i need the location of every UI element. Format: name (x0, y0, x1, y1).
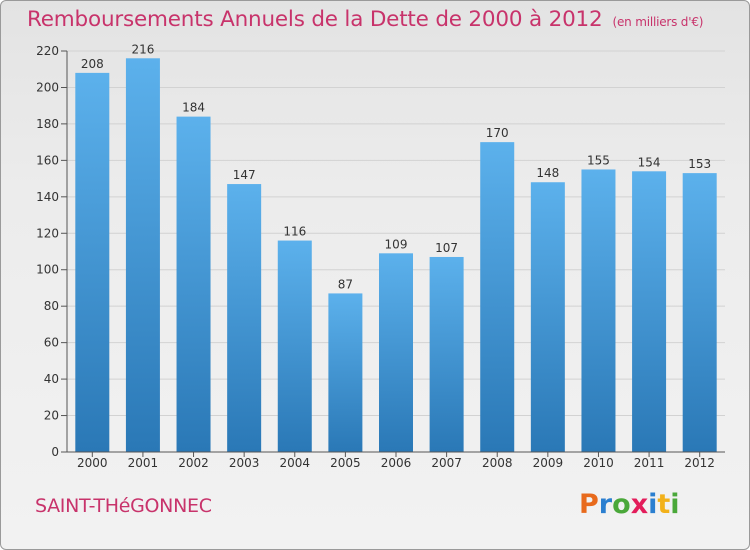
y-tick-label: 140 (36, 190, 59, 204)
x-axis-ticks: 2000 2001 2002 2003 2004 2005 2006 2007 2008 2009… (77, 452, 715, 470)
logo-letter: x (630, 489, 649, 520)
y-tick-label: 20 (44, 409, 59, 423)
data-label: 87 (338, 277, 353, 291)
x-tick-label: 2001 (128, 456, 159, 470)
x-tick-label: 2007 (431, 456, 462, 470)
data-label: 147 (233, 168, 256, 182)
bar (125, 58, 160, 453)
x-tick-label: 2002 (178, 456, 209, 470)
bar (480, 142, 515, 453)
commune-name: SAINT-THéGONNEC (35, 495, 212, 517)
chart-title-text: Remboursements Annuels de la Dette de 20… (27, 7, 603, 32)
x-tick-label: 2012 (684, 456, 715, 470)
bar (277, 240, 312, 452)
data-label: 170 (486, 126, 509, 140)
logo-letter: i (670, 489, 680, 520)
data-label: 148 (536, 166, 559, 180)
x-tick-label: 2009 (533, 456, 564, 470)
y-tick-label: 160 (36, 153, 59, 167)
data-label: 116 (283, 225, 306, 239)
bar (581, 169, 616, 452)
x-tick-label: 2011 (634, 456, 665, 470)
data-label: 184 (182, 101, 205, 115)
chart-unit: (en milliers d'€) (612, 15, 704, 29)
y-tick-label: 80 (44, 299, 59, 313)
y-tick-label: 200 (36, 80, 59, 94)
y-tick-label: 60 (44, 336, 59, 350)
x-tick-label: 2003 (229, 456, 260, 470)
data-label: 216 (131, 42, 154, 56)
bar (176, 116, 211, 453)
data-label: 153 (688, 157, 711, 171)
bar (75, 72, 110, 452)
data-label: 107 (435, 241, 458, 255)
bar (429, 256, 464, 452)
data-labels: 208 216 184 147 116 87 109 107 170 148 155 154 153 (81, 42, 711, 291)
y-tick-label: 40 (44, 372, 59, 386)
logo-letter: i (648, 489, 658, 520)
x-tick-label: 2006 (381, 456, 412, 470)
x-tick-label: 2010 (583, 456, 614, 470)
data-label: 208 (81, 57, 104, 71)
data-label: 109 (385, 237, 408, 251)
x-tick-label: 2000 (77, 456, 108, 470)
logo-letter: t (657, 489, 671, 520)
data-label: 154 (638, 155, 661, 169)
bar (379, 253, 413, 452)
data-label: 155 (587, 153, 610, 167)
bar (227, 184, 262, 453)
chart-title: Remboursements Annuels de la Dette de 20… (27, 7, 703, 32)
y-tick-label: 120 (36, 226, 59, 240)
y-axis-ticks: 0 20 40 60 80 100 120 140 160 180 200 220 (36, 44, 67, 459)
x-tick-label: 2004 (279, 456, 310, 470)
logo-letter: P (579, 489, 599, 520)
x-tick-label: 2008 (482, 456, 513, 470)
y-tick-label: 180 (36, 117, 59, 131)
bar (530, 182, 565, 452)
logo-letter: r (598, 489, 613, 520)
bar (328, 293, 363, 452)
y-tick-label: 100 (36, 263, 59, 277)
y-tick-label: 220 (36, 44, 59, 58)
y-tick-label: 0 (51, 445, 59, 459)
proxiti-logo: Proxiti (579, 489, 680, 520)
x-tick-label: 2005 (330, 456, 361, 470)
logo-letter: o (612, 489, 631, 520)
bar (682, 173, 717, 452)
bars (75, 58, 717, 453)
bar (632, 171, 667, 453)
axes (66, 51, 725, 453)
